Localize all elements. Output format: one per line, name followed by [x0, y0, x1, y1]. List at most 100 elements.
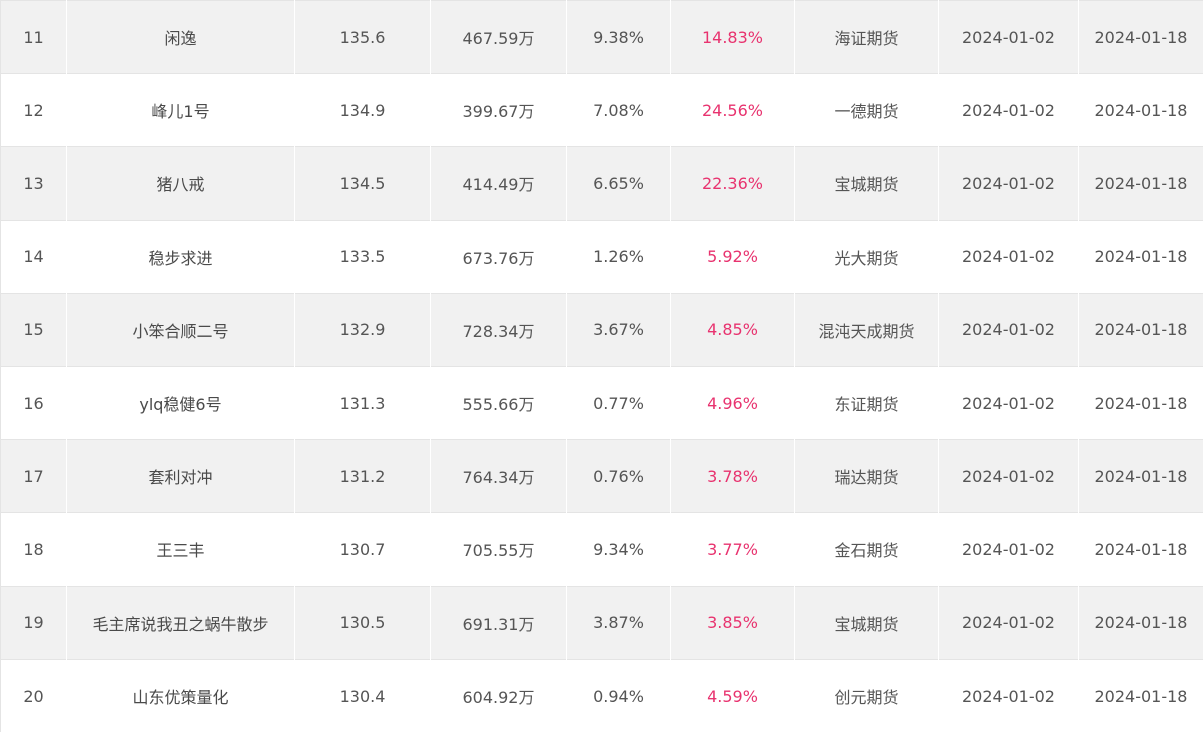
rank-cell: 13 — [0, 146, 67, 221]
highlight-return-cell: 3.78% — [670, 439, 795, 513]
return-cell: 0.77% — [566, 365, 671, 440]
return-cell: 0.76% — [566, 439, 671, 513]
table-row[interactable]: 17 套利对冲 131.2 764.34万 0.76% 3.78% 瑞达期货 2… — [0, 439, 1203, 513]
end-date-cell: 2024-01-18 — [1078, 292, 1203, 367]
equity-cell: 705.55万 — [430, 512, 567, 586]
end-date-cell: 2024-01-18 — [1078, 146, 1203, 221]
score-cell: 130.4 — [294, 658, 431, 732]
broker-cell: 创元期货 — [794, 658, 939, 732]
return-cell: 3.87% — [566, 585, 671, 660]
broker-cell: 宝城期货 — [794, 585, 939, 660]
equity-cell: 728.34万 — [430, 292, 567, 367]
broker-cell: 金石期货 — [794, 512, 939, 586]
return-cell: 9.38% — [566, 0, 671, 74]
start-date-cell: 2024-01-02 — [938, 219, 1079, 294]
highlight-return-cell: 4.59% — [670, 658, 795, 732]
score-cell: 131.2 — [294, 439, 431, 513]
end-date-cell: 2024-01-18 — [1078, 512, 1203, 586]
end-date-cell: 2024-01-18 — [1078, 658, 1203, 732]
rank-cell: 20 — [0, 658, 67, 732]
broker-cell: 海证期货 — [794, 0, 939, 74]
account-name-cell[interactable]: 峰儿1号 — [66, 73, 295, 147]
equity-cell: 604.92万 — [430, 658, 567, 732]
return-cell: 9.34% — [566, 512, 671, 586]
score-cell: 134.9 — [294, 73, 431, 147]
equity-cell: 691.31万 — [430, 585, 567, 660]
table-row[interactable]: 14 稳步求进 133.5 673.76万 1.26% 5.92% 光大期货 2… — [0, 219, 1203, 294]
return-cell: 6.65% — [566, 146, 671, 221]
return-cell: 1.26% — [566, 219, 671, 294]
table-row[interactable]: 11 闲逸 135.6 467.59万 9.38% 14.83% 海证期货 20… — [0, 0, 1203, 74]
score-cell: 131.3 — [294, 365, 431, 440]
account-name-cell[interactable]: 闲逸 — [66, 0, 295, 74]
start-date-cell: 2024-01-02 — [938, 365, 1079, 440]
account-name-cell[interactable]: 套利对冲 — [66, 439, 295, 513]
highlight-return-cell: 24.56% — [670, 73, 795, 147]
highlight-return-cell: 14.83% — [670, 0, 795, 74]
table-row[interactable]: 15 小笨合顺二号 132.9 728.34万 3.67% 4.85% 混沌天成… — [0, 292, 1203, 367]
highlight-return-cell: 5.92% — [670, 219, 795, 294]
rank-cell: 16 — [0, 365, 67, 440]
broker-cell: 一德期货 — [794, 73, 939, 147]
highlight-return-cell: 3.85% — [670, 585, 795, 660]
start-date-cell: 2024-01-02 — [938, 585, 1079, 660]
return-cell: 0.94% — [566, 658, 671, 732]
start-date-cell: 2024-01-02 — [938, 146, 1079, 221]
account-name-cell[interactable]: 山东优策量化 — [66, 658, 295, 732]
table-row[interactable]: 16 ylq稳健6号 131.3 555.66万 0.77% 4.96% 东证期… — [0, 365, 1203, 440]
end-date-cell: 2024-01-18 — [1078, 585, 1203, 660]
rank-cell: 15 — [0, 292, 67, 367]
equity-cell: 764.34万 — [430, 439, 567, 513]
rank-cell: 12 — [0, 73, 67, 147]
account-name-cell[interactable]: 王三丰 — [66, 512, 295, 586]
rank-cell: 14 — [0, 219, 67, 294]
start-date-cell: 2024-01-02 — [938, 73, 1079, 147]
score-cell: 133.5 — [294, 219, 431, 294]
table-row[interactable]: 12 峰儿1号 134.9 399.67万 7.08% 24.56% 一德期货 … — [0, 73, 1203, 147]
equity-cell: 414.49万 — [430, 146, 567, 221]
table-row[interactable]: 18 王三丰 130.7 705.55万 9.34% 3.77% 金石期货 20… — [0, 512, 1203, 586]
end-date-cell: 2024-01-18 — [1078, 365, 1203, 440]
rank-cell: 17 — [0, 439, 67, 513]
start-date-cell: 2024-01-02 — [938, 658, 1079, 732]
end-date-cell: 2024-01-18 — [1078, 73, 1203, 147]
end-date-cell: 2024-01-18 — [1078, 0, 1203, 74]
account-name-cell[interactable]: 稳步求进 — [66, 219, 295, 294]
account-name-cell[interactable]: ylq稳健6号 — [66, 365, 295, 440]
equity-cell: 673.76万 — [430, 219, 567, 294]
broker-cell: 东证期货 — [794, 365, 939, 440]
rank-cell: 19 — [0, 585, 67, 660]
score-cell: 134.5 — [294, 146, 431, 221]
start-date-cell: 2024-01-02 — [938, 0, 1079, 74]
end-date-cell: 2024-01-18 — [1078, 219, 1203, 294]
equity-cell: 467.59万 — [430, 0, 567, 74]
return-cell: 3.67% — [566, 292, 671, 367]
account-name-cell[interactable]: 猪八戒 — [66, 146, 295, 221]
return-cell: 7.08% — [566, 73, 671, 147]
highlight-return-cell: 22.36% — [670, 146, 795, 221]
start-date-cell: 2024-01-02 — [938, 292, 1079, 367]
account-name-cell[interactable]: 毛主席说我丑之蜗牛散步 — [66, 585, 295, 660]
score-cell: 130.7 — [294, 512, 431, 586]
rank-cell: 11 — [0, 0, 67, 74]
highlight-return-cell: 3.77% — [670, 512, 795, 586]
broker-cell: 光大期货 — [794, 219, 939, 294]
start-date-cell: 2024-01-02 — [938, 512, 1079, 586]
score-cell: 135.6 — [294, 0, 431, 74]
table-row[interactable]: 20 山东优策量化 130.4 604.92万 0.94% 4.59% 创元期货… — [0, 658, 1203, 732]
score-cell: 130.5 — [294, 585, 431, 660]
table-row[interactable]: 13 猪八戒 134.5 414.49万 6.65% 22.36% 宝城期货 2… — [0, 146, 1203, 221]
broker-cell: 瑞达期货 — [794, 439, 939, 513]
table-row[interactable]: 19 毛主席说我丑之蜗牛散步 130.5 691.31万 3.87% 3.85%… — [0, 585, 1203, 660]
equity-cell: 555.66万 — [430, 365, 567, 440]
score-cell: 132.9 — [294, 292, 431, 367]
highlight-return-cell: 4.96% — [670, 365, 795, 440]
broker-cell: 宝城期货 — [794, 146, 939, 221]
highlight-return-cell: 4.85% — [670, 292, 795, 367]
start-date-cell: 2024-01-02 — [938, 439, 1079, 513]
rank-cell: 18 — [0, 512, 67, 586]
end-date-cell: 2024-01-18 — [1078, 439, 1203, 513]
account-name-cell[interactable]: 小笨合顺二号 — [66, 292, 295, 367]
